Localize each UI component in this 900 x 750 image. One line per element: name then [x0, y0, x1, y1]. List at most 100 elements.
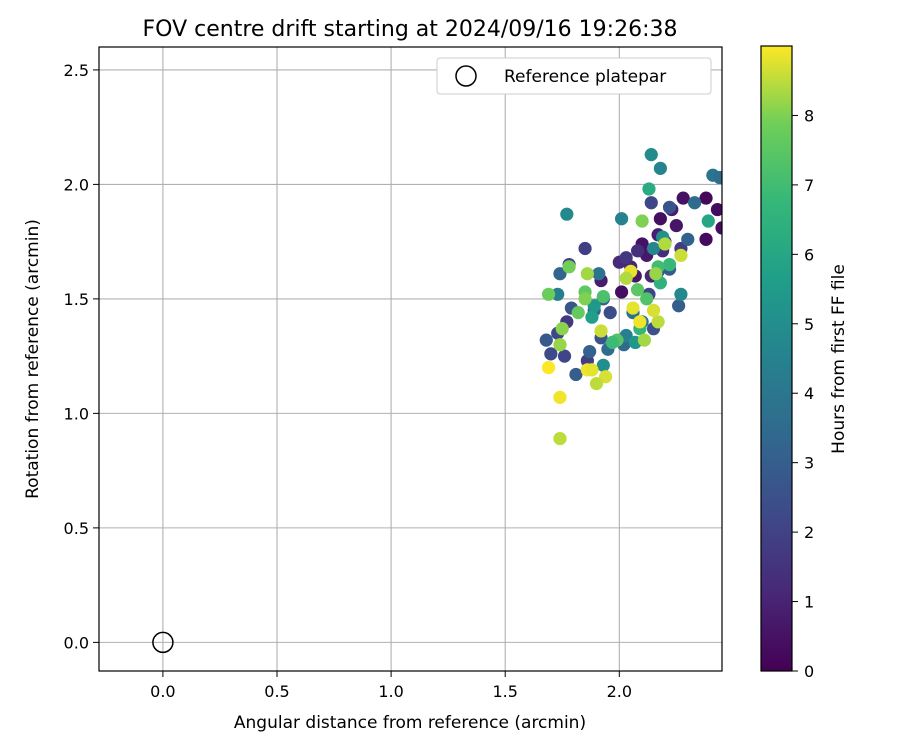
data-point	[551, 287, 565, 301]
data-point	[553, 431, 567, 446]
data-point	[633, 315, 647, 329]
colorbar-tick-label: 4	[804, 384, 814, 403]
data-point	[553, 390, 567, 404]
data-point	[596, 358, 610, 372]
colorbar: 0 1 2 3 4 5 6 7 8 Hours from first FF file	[760, 45, 849, 681]
x-tick-label: 1.0	[378, 682, 403, 701]
data-point	[701, 214, 715, 228]
y-tick-label: 1.0	[64, 404, 89, 423]
y-tick-label: 1.5	[64, 290, 89, 309]
legend: Reference platepar	[436, 57, 712, 95]
data-point	[644, 148, 658, 162]
data-point	[592, 267, 606, 281]
colorbar-ticks: 0 1 2 3 4 5 6 7 8	[792, 106, 814, 681]
data-point	[653, 212, 667, 226]
data-point	[649, 267, 663, 281]
data-point	[553, 338, 567, 352]
data-point	[587, 299, 601, 313]
data-point	[596, 290, 610, 304]
data-point	[642, 182, 656, 196]
data-point	[681, 232, 695, 246]
reference-platepar-marker	[152, 631, 174, 654]
data-point	[688, 196, 702, 210]
colorbar-gradient	[760, 45, 793, 672]
data-point	[653, 161, 667, 175]
data-point	[635, 214, 649, 228]
data-point	[562, 260, 576, 274]
x-tick-label: 1.5	[492, 682, 517, 701]
data-point	[603, 306, 617, 320]
data-point	[594, 324, 608, 338]
x-tick-label: 0.5	[264, 682, 289, 701]
data-point	[580, 267, 594, 281]
colorbar-tick-label: 3	[804, 454, 814, 473]
data-point	[614, 212, 629, 226]
data-point	[699, 232, 713, 246]
data-point	[578, 241, 592, 256]
y-tick-label: 0.0	[64, 633, 89, 652]
data-point	[553, 267, 567, 281]
data-point	[630, 283, 645, 297]
y-tick-label: 2.0	[64, 175, 89, 194]
data-point	[541, 360, 556, 375]
data-point	[589, 377, 604, 391]
data-point	[644, 196, 658, 210]
data-point	[619, 271, 633, 285]
data-point	[676, 191, 690, 205]
grid-lines	[99, 47, 722, 671]
data-point	[710, 202, 722, 217]
data-point	[605, 335, 620, 349]
colorbar-tick-label: 7	[804, 176, 814, 195]
data-point	[578, 292, 592, 306]
legend-marker	[455, 65, 477, 87]
data-point	[544, 347, 558, 361]
data-point	[651, 315, 665, 329]
data-point	[569, 367, 583, 382]
y-axis-label: Rotation from reference (arcmin)	[23, 219, 43, 499]
colorbar-tick-label: 6	[804, 245, 814, 264]
data-point	[713, 170, 722, 185]
data-point	[571, 306, 585, 320]
plot-frame	[98, 46, 723, 672]
data-point	[619, 251, 633, 265]
data-point	[541, 287, 556, 301]
colorbar-tick-label: 0	[804, 662, 814, 681]
colorbar-tick-label: 2	[804, 523, 814, 542]
reference-point	[152, 631, 174, 654]
y-axis-ticks: 0.0 0.5 1.0 1.5 2.0 2.5	[64, 61, 99, 652]
data-point	[637, 333, 652, 347]
data-point	[640, 292, 654, 306]
data-point	[674, 287, 688, 301]
y-tick-label: 2.5	[64, 61, 89, 80]
colorbar-tick-label: 8	[804, 106, 814, 125]
data-point	[557, 349, 572, 363]
data-point	[674, 248, 688, 262]
x-axis-label: Angular distance from reference (arcmin)	[234, 713, 586, 733]
legend-box	[436, 57, 712, 95]
data-point	[669, 219, 683, 233]
data-point	[583, 344, 597, 359]
colorbar-tick-label: 5	[804, 315, 814, 334]
data-point	[585, 363, 599, 377]
data-point	[614, 285, 629, 299]
data-point	[662, 257, 677, 272]
x-tick-label: 0.0	[150, 682, 175, 701]
data-points	[539, 148, 722, 446]
colorbar-tick-label: 1	[804, 593, 814, 612]
data-point	[626, 301, 640, 315]
data-point	[630, 244, 645, 258]
colorbar-label: Hours from first FF file	[829, 264, 849, 454]
data-point	[646, 303, 661, 317]
data-point	[646, 241, 661, 256]
x-axis-ticks: 0.0 0.5 1.0 1.5 2.0	[150, 671, 632, 701]
data-point	[699, 191, 713, 205]
data-point	[560, 207, 574, 221]
data-point	[658, 237, 672, 251]
y-tick-label: 0.5	[64, 519, 89, 538]
data-point	[662, 200, 677, 214]
legend-label: Reference platepar	[504, 67, 666, 87]
data-point	[715, 221, 722, 235]
data-point	[672, 299, 686, 313]
data-point	[599, 370, 613, 384]
